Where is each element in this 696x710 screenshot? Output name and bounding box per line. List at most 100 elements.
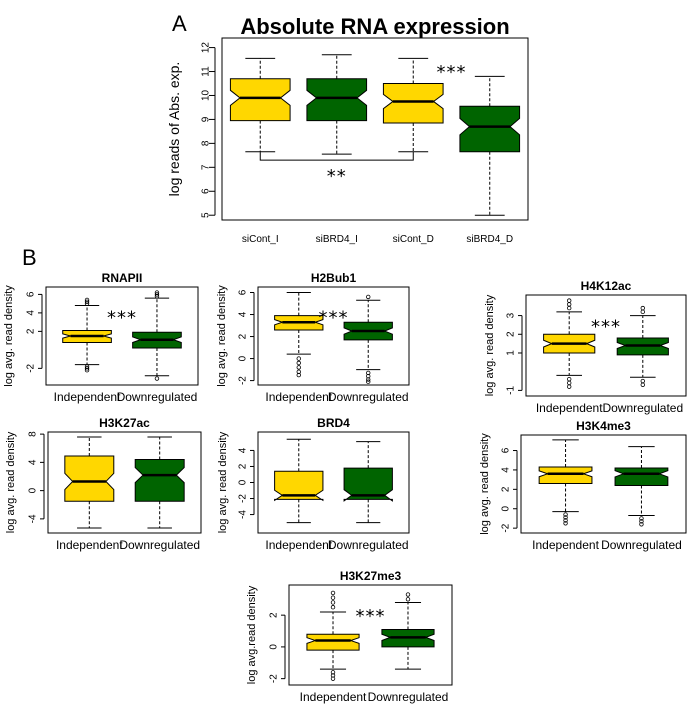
chart-h4k12ac: H4K12ac -1 1 2 3 log avg. read density Indepen… <box>484 279 687 415</box>
chart-h3k27me3: H3K27me3 -2 0 2 log avg.read density Independ… <box>246 569 453 704</box>
chart-rnapii-xlabel-downregulated: Downregulated <box>117 390 198 404</box>
chart-h3k27me3-independent-outlier-5 <box>330 595 336 600</box>
chart-h4k12ac-ytick-label-1: 1 <box>506 350 517 356</box>
chart-a-ylabel: log reads of Abs. exp. <box>166 62 182 197</box>
chart-h2bub1-ytick-label-2: 2 <box>238 333 249 339</box>
chart-h2bub1-independent-outlier-2 <box>296 365 301 370</box>
chart-rnapii-downregulated-outlier-2 <box>154 292 160 297</box>
chart-h2bub1-independent-outlier-0 <box>296 356 301 361</box>
chart-h3k4me3-independent-outlier-2 <box>563 518 568 523</box>
chart-h4k12ac-ylabel: log avg. read density <box>484 294 496 396</box>
chart-h3k27me3-independent-outlier-0 <box>330 670 336 675</box>
chart-rnapii-ytick-label-6: 6 <box>26 291 37 297</box>
chart-h3k27ac-xlabel-independent: Independent <box>56 538 123 552</box>
chart-h3k27me3-ylabel: log avg.read density <box>246 585 258 684</box>
chart-h2bub1-title: H2Bub1 <box>311 271 357 285</box>
chart-h4k12ac-independent-outlier-3 <box>567 305 572 311</box>
chart-h3k27ac-ytick-label-0: 0 <box>28 487 39 493</box>
chart-a-significance-2: ** <box>327 166 347 187</box>
chart-h3k27me3-ytick-label-0: 0 <box>269 644 280 650</box>
chart-a-ytick-label-9: 9 <box>201 116 212 122</box>
chart-a-sicont-d-box <box>382 83 444 124</box>
chart-h2bub1-xlabel-independent: Independent <box>265 390 332 404</box>
chart-h4k12ac-independent-outlier-4 <box>567 302 572 307</box>
chart-a-sibrd4-i-box <box>306 78 368 122</box>
chart-h4k12ac-ytick-label-3: 3 <box>506 312 517 318</box>
chart-h3k27ac-title: H3K27ac <box>99 416 150 430</box>
chart-h3k4me3: H3K4me3 -2 0 2 4 6 log avg. read density Indepe… <box>479 419 687 552</box>
chart-h2bub1-ytick-label-0: 0 <box>238 355 249 361</box>
chart-a-ytick-label-7: 7 <box>201 164 212 170</box>
chart-h2bub1-frame <box>257 286 410 386</box>
chart-h3k4me3-independent-outlier-3 <box>563 521 568 526</box>
chart-h3k4me3-xlabel-downregulated: Downregulated <box>601 538 682 552</box>
chart-h3k4me3-frame <box>520 434 687 534</box>
chart-h2bub1-downregulated-outlier-4 <box>366 294 371 300</box>
chart-rnapii-independent-outlier-4 <box>84 299 90 304</box>
chart-h3k27me3-xlabel-downregulated: Downregulated <box>368 690 449 704</box>
chart-brd4-ylabel: log avg. read density <box>217 431 229 533</box>
chart-a-ytick-label-12: 12 <box>201 42 212 54</box>
chart-h4k12ac-title: H4K12ac <box>581 279 632 293</box>
chart-brd4-ytick-label-0: 0 <box>238 479 249 485</box>
chart-h2bub1-independent-outlier-1 <box>296 360 301 366</box>
chart-h3k4me3-downregulated-box <box>614 467 669 486</box>
chart-h2bub1-xlabel-downregulated: Downregulated <box>328 390 409 404</box>
chart-a-ytick-label-10: 10 <box>201 89 212 101</box>
chart-a-xlabel-sibrd4-d: siBRD4_D <box>466 234 513 245</box>
chart-h3k27me3-independent-outlier-2 <box>330 676 336 681</box>
panel-a-letter: A <box>172 11 187 36</box>
chart-a-ytick-label-5: 5 <box>201 212 212 218</box>
chart-rnapii-independent-outlier-5 <box>84 297 90 303</box>
chart-h4k12ac-downregulated-outlier-2 <box>640 309 645 315</box>
chart-h3k4me3-ytick-label-4: 4 <box>501 467 512 473</box>
chart-rnapii-significance: *** <box>107 307 137 328</box>
chart-h3k4me3-title: H3K4me3 <box>576 419 631 433</box>
chart-h3k27me3-ytick-label-2: 2 <box>269 612 280 618</box>
chart-h3k27ac-downregulated-box <box>134 459 185 502</box>
chart-h4k12ac-xlabel-independent: Independent <box>536 401 603 415</box>
chart-brd4: BRD4 -4 -2 0 2 4 log avg. read density Independ… <box>217 416 410 552</box>
chart-h2bub1-independent-outlier-4 <box>296 372 301 378</box>
chart-h3k4me3-downregulated-outlier-1 <box>639 519 644 524</box>
chart-a-bracket <box>259 152 414 161</box>
chart-h3k4me3-xlabel-independent: Independent <box>532 538 599 552</box>
chart-rnapii-ytick-label-2: 2 <box>26 328 37 334</box>
chart-h4k12ac-downregulated-outlier-0 <box>640 378 645 384</box>
chart-h3k27me3-ytick-label-2: -2 <box>269 674 280 683</box>
chart-h3k4me3-ylabel: log avg. read density <box>479 433 491 535</box>
chart-rnapii-ytick-label-2: -2 <box>26 363 37 372</box>
chart-rnapii-ylabel: log avg. read density <box>3 285 15 387</box>
chart-a-sicont-i-box <box>229 78 291 122</box>
chart-rnapii-independent-outlier-1 <box>84 366 90 371</box>
chart-h4k12ac-independent-outlier-1 <box>567 380 572 386</box>
chart-a-sibrd4-d-box <box>459 105 521 153</box>
chart-brd4-downregulated-box <box>343 467 393 502</box>
chart-h4k12ac-downregulated-outlier-1 <box>640 382 645 387</box>
panel-b-charts: RNAPII -2 2 4 6 log avg. read density Independ… <box>3 271 687 704</box>
chart-h4k12ac-independent-outlier-0 <box>567 376 572 382</box>
chart-h3k27me3-significance: *** <box>356 606 386 627</box>
chart-brd4-ytick-label-4: 4 <box>238 447 249 453</box>
chart-a-xlabel-sicont-i: siCont_I <box>242 234 279 245</box>
chart-h4k12ac-xlabel-downregulated: Downregulated <box>602 401 683 415</box>
chart-h3k27ac-independent-box <box>64 455 115 502</box>
chart-h3k27me3-downregulated-outlier-1 <box>405 592 411 597</box>
chart-h3k4me3-ytick-label-2: 2 <box>501 486 512 492</box>
chart-h3k27ac-ytick-label-8: 8 <box>28 431 39 437</box>
chart-h3k27me3-independent-outlier-4 <box>330 600 336 605</box>
chart-a-ytick-label-11: 11 <box>201 66 212 77</box>
chart-h3k27ac-frame <box>47 431 202 534</box>
chart-h3k27me3-downregulated-outlier-0 <box>405 597 411 602</box>
chart-a-ytick-label-8: 8 <box>201 140 212 146</box>
chart-brd4-ytick-label-4: -4 <box>238 510 249 519</box>
chart-a-frame <box>221 37 529 221</box>
panel-b-letter: B <box>22 245 37 270</box>
chart-h3k27me3-xlabel-independent: Independent <box>300 690 367 704</box>
chart-h3k27me3-independent-box <box>306 633 360 651</box>
chart-brd4-frame <box>257 431 410 534</box>
chart-rnapii-title: RNAPII <box>102 271 143 285</box>
chart-h3k27me3-independent-outlier-6 <box>330 590 336 596</box>
chart-h3k27me3-title: H3K27me3 <box>340 569 402 583</box>
